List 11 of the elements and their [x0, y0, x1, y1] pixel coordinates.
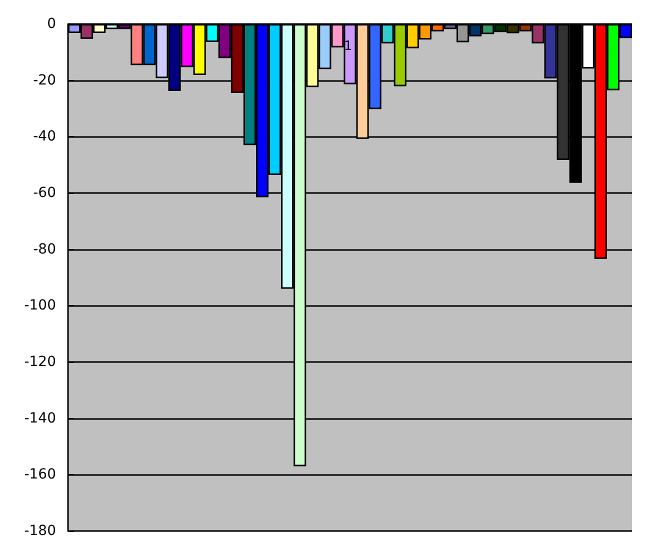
y-tick-label: -60: [33, 185, 56, 201]
y-tick-label: -20: [33, 72, 56, 88]
y-tick-label: -80: [33, 241, 56, 258]
annotation: 1: [344, 39, 352, 54]
y-tick-label: -40: [33, 128, 56, 145]
y-tick-label: 0: [47, 16, 56, 32]
y-tick-label: -160: [24, 466, 56, 483]
y-tick-label: -100: [24, 298, 56, 314]
y-tick-label: -180: [24, 523, 56, 539]
y-tick-label: -120: [24, 354, 56, 370]
y-tick-label: -140: [24, 410, 56, 426]
